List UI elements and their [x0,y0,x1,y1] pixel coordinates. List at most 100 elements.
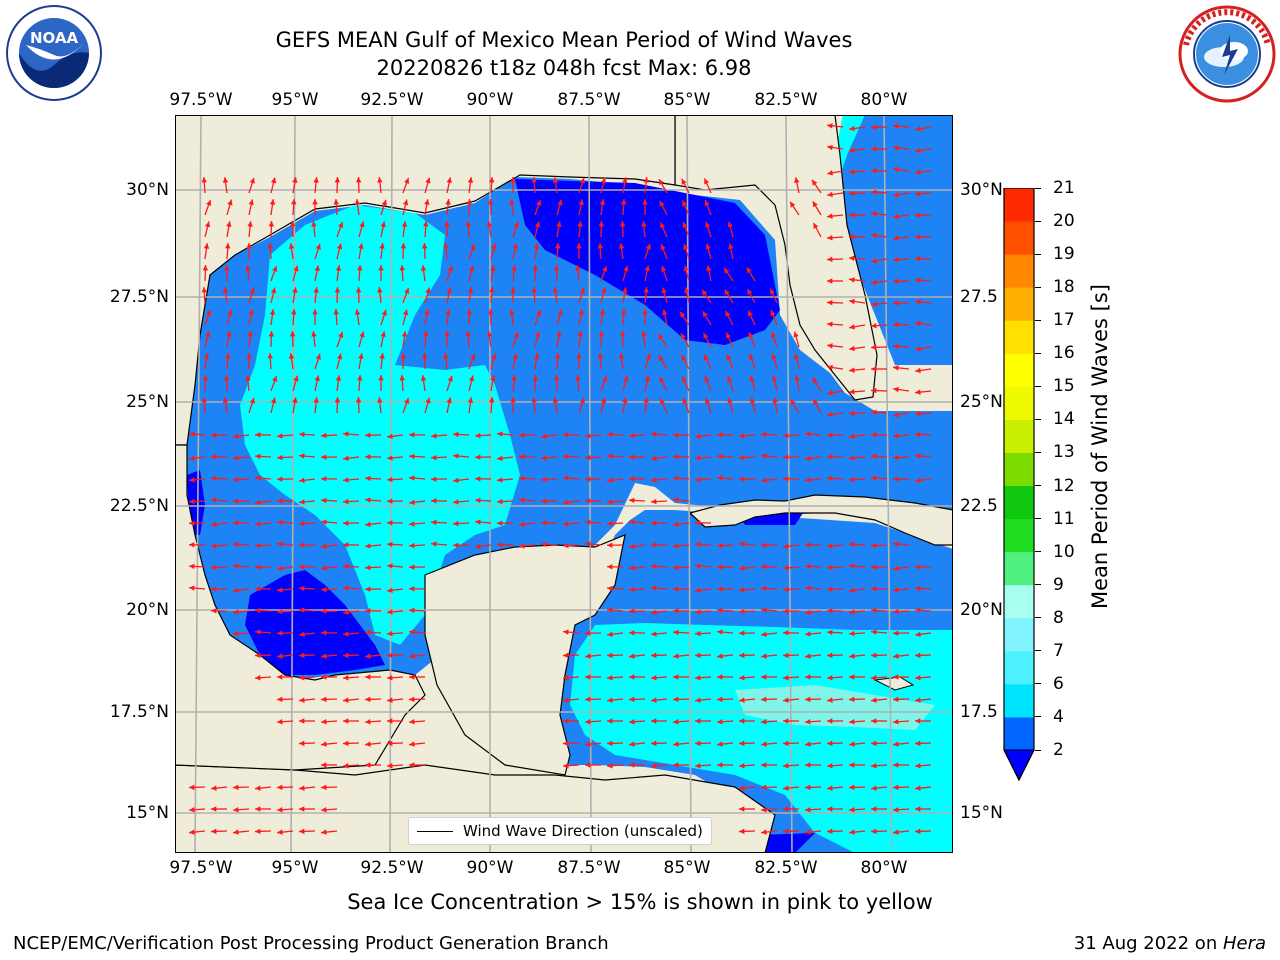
wave-direction-arrow [659,222,668,238]
wave-direction-arrow [424,397,431,414]
wave-direction-arrow [760,564,778,570]
wave-direction-arrow [365,674,381,680]
wave-direction-arrow [233,587,250,594]
wave-direction-arrow [681,178,690,194]
wave-direction-arrow [400,352,407,370]
wave-direction-arrow [826,321,844,327]
wave-direction-arrow [452,431,470,438]
wave-direction-arrow [716,453,734,460]
wave-direction-arrow [794,177,800,194]
wave-direction-arrow [770,309,778,326]
wave-direction-arrow [365,653,382,659]
wave-direction-arrow [915,367,932,374]
colorbar-tick-label: 21 [1053,178,1075,198]
wave-direction-arrow [377,397,383,414]
wave-direction-arrow [915,346,932,352]
wave-direction-arrow [232,541,250,548]
wave-direction-arrow [892,719,910,725]
yucatan-peninsula-land [424,534,626,776]
wave-direction-arrow [598,330,605,348]
wave-direction-arrow [189,829,206,835]
wave-direction-arrow [255,499,272,506]
wave-direction-arrow [188,807,206,813]
wave-direction-arrow [622,177,628,194]
wave-direction-arrow [489,176,495,194]
map-panel: Wind Wave Direction (unscaled) [175,115,953,853]
wave-direction-arrow [409,475,426,481]
wave-direction-arrow [760,542,778,548]
wave-direction-arrow [232,520,250,526]
wave-direction-arrow [314,243,321,260]
wave-direction-arrow [291,308,297,326]
wave-direction-arrow [232,784,250,791]
lon-label-top: 87.5°W [557,90,621,110]
wave-direction-arrow [870,586,888,592]
wave-direction-arrow [892,630,910,636]
wave-direction-arrow [409,521,426,527]
wave-direction-arrow [298,675,316,681]
wave-direction-arrow [553,374,560,392]
wave-direction-arrow [248,177,255,194]
wave-direction-arrow [628,696,646,703]
wave-direction-arrow [444,331,450,347]
wave-direction-arrow [892,807,910,813]
wave-direction-arrow [716,586,734,592]
wave-direction-arrow [703,178,712,194]
wave-direction-arrow [490,375,496,392]
wave-direction-arrow [320,497,338,504]
wave-direction-arrow [618,243,625,260]
wave-direction-arrow [255,521,272,527]
wave-direction-arrow [871,146,887,152]
wave-direction-arrow [336,221,344,238]
wave-direction-arrow [870,344,888,351]
wave-direction-arrow [761,631,778,638]
sea-ice-note: Sea Ice Concentration > 15% is shown in … [347,890,933,914]
wave-direction-arrow [269,199,276,216]
lat-label-right: 25°N [960,392,1003,412]
nws-logo-icon [1178,5,1276,103]
wave-direction-arrow [804,563,822,570]
colorbar-tick-label: 9 [1053,574,1064,595]
wave-direction-arrow [805,477,822,483]
wave-direction-arrow [452,542,470,548]
wave-direction-arrow [606,763,624,769]
wave-direction-arrow [342,563,360,570]
colorbar-segment [1004,551,1034,586]
wave-direction-arrow [364,432,382,438]
wave-direction-arrow [848,169,866,175]
wave-direction-arrow [247,221,253,238]
noaa-logo-icon: NOAA [6,5,102,101]
wave-direction-arrow [643,397,649,414]
wave-direction-arrow [496,542,514,548]
wave-direction-arrow [629,565,646,571]
wave-direction-arrow [299,718,315,724]
colorbar-tick-label: 19 [1053,244,1075,265]
us-gulf-coast-land [175,115,676,446]
wave-direction-arrow [343,697,360,703]
wave-direction-arrow [701,289,712,304]
wave-direction-arrow [805,762,821,768]
wave-direction-arrow [408,564,426,570]
wave-direction-arrow [555,352,561,370]
yucatan-channel-dark [755,833,815,853]
wave-direction-arrow [606,542,624,548]
wave-direction-arrow [204,221,211,238]
lon-label-top: 85°W [663,90,711,110]
colorbar-tick-mark [1035,551,1041,553]
wave-direction-arrow [584,454,602,461]
wave-direction-arrow [738,630,756,636]
colorbar-tick-label: 12 [1053,475,1075,496]
wave-direction-arrow [914,277,932,283]
wave-direction-arrow [892,343,910,349]
wave-direction-arrow [739,433,756,439]
wave-direction-arrow [724,288,734,304]
wave-direction-arrow [870,763,888,769]
wave-direction-arrow [683,243,690,260]
wave-direction-arrow [269,309,276,326]
wave-direction-arrow [739,565,756,572]
wave-direction-arrow [577,331,583,348]
wave-direction-arrow [321,519,338,525]
wave-direction-arrow [189,585,206,591]
wave-direction-arrow [211,806,227,812]
wave-direction-arrow [805,631,822,637]
